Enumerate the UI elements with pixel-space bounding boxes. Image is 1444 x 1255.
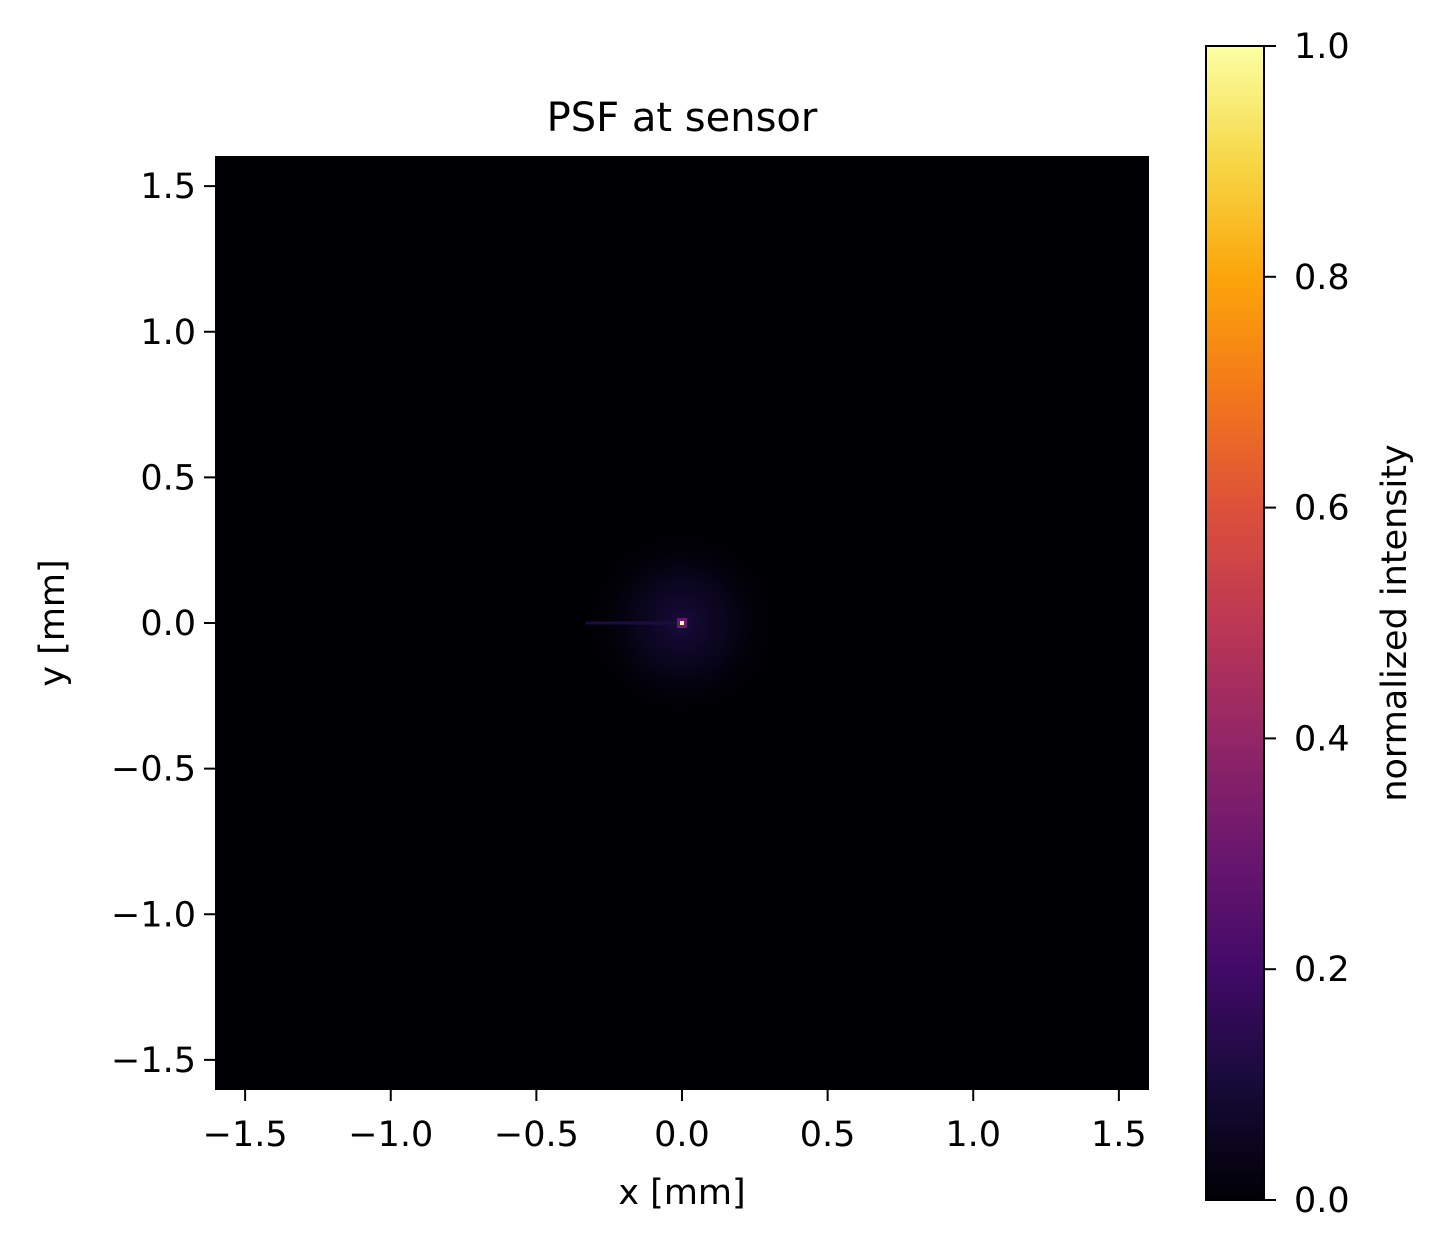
colorbar-gradient: [1205, 45, 1265, 1201]
y-axis-ticks: −1.5 −1.0 −0.5 0.0 0.5 1.0 1.5: [111, 167, 216, 1081]
colorbar-tick-label: 0.8: [1294, 258, 1350, 298]
colorbar: 0.0 0.2 0.4 0.6 0.8 1.0 normalized intensity: [1205, 27, 1415, 1221]
x-tick-label: 0.5: [800, 1115, 856, 1155]
colorbar-tick-label: 0.4: [1294, 719, 1350, 759]
y-tick-label: 0.5: [140, 458, 196, 498]
plot-area: [215, 156, 1149, 1090]
y-axis-label: y [mm]: [33, 559, 73, 686]
colorbar-label: normalized intensity: [1375, 444, 1415, 801]
x-tick-label: −0.5: [494, 1115, 579, 1155]
psf-peak: [680, 621, 684, 625]
colorbar-tick-label: 0.0: [1294, 1181, 1350, 1221]
colorbar-tick-label: 0.6: [1294, 489, 1350, 529]
y-tick-label: −1.5: [111, 1041, 196, 1081]
x-tick-label: −1.5: [203, 1115, 288, 1155]
colorbar-tick-label: 1.0: [1294, 27, 1350, 67]
x-tick-label: 0.0: [654, 1115, 710, 1155]
y-tick-label: −0.5: [111, 750, 196, 790]
y-tick-label: 0.0: [140, 604, 196, 644]
y-tick-label: 1.5: [140, 167, 196, 207]
colorbar-tick-label: 0.2: [1294, 950, 1350, 990]
y-tick-label: 1.0: [140, 313, 196, 353]
x-axis-label: x [mm]: [618, 1173, 745, 1213]
chart-title: PSF at sensor: [547, 95, 818, 141]
colorbar-ticks: 0.0 0.2 0.4 0.6 0.8 1.0: [1264, 27, 1350, 1221]
y-tick-label: −1.0: [111, 895, 196, 935]
x-tick-label: 1.0: [945, 1115, 1001, 1155]
x-axis-ticks: −1.5 −1.0 −0.5 0.0 0.5 1.0 1.5: [203, 1089, 1147, 1155]
x-tick-label: −1.0: [348, 1115, 433, 1155]
x-tick-label: 1.5: [1091, 1115, 1147, 1155]
